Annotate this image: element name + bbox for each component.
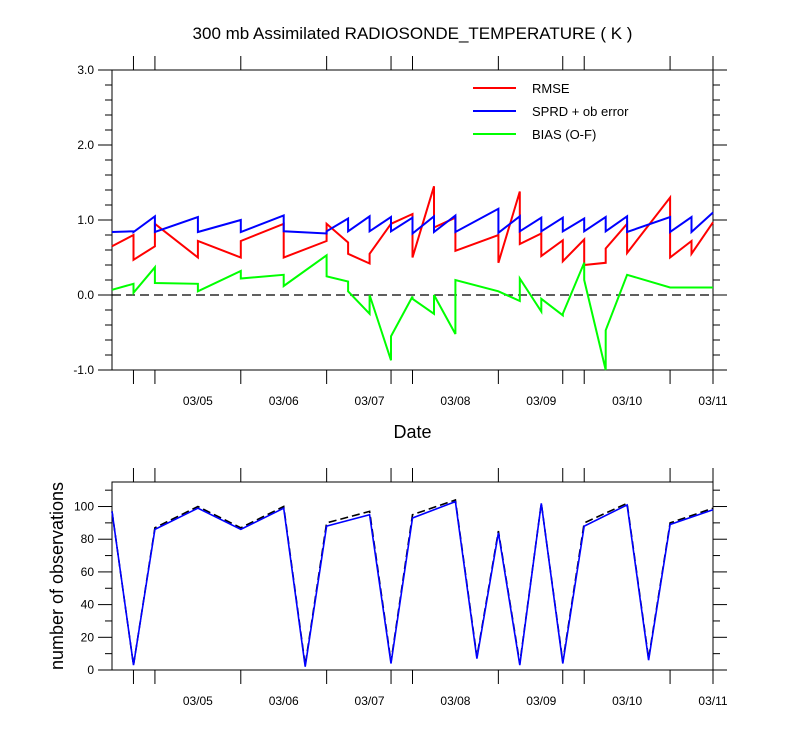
y-tick-label: 80: [81, 532, 95, 546]
x-tick-label: 03/07: [355, 694, 385, 708]
x-tick-label: 03/08: [440, 694, 470, 708]
x-tick-label: 03/10: [612, 394, 642, 408]
x-tick-label: 03/07: [355, 394, 385, 408]
y-tick-label: 0.0: [77, 288, 94, 302]
y-tick-label: 40: [81, 598, 95, 612]
series-line-bias-o-f: [111, 253, 713, 371]
x-tick-label: 03/05: [183, 694, 213, 708]
chart-title: 300 mb Assimilated RADIOSONDE_TEMPERATUR…: [193, 24, 633, 43]
series-line-observations-possible: [111, 498, 714, 666]
y-tick-label: 1.0: [77, 213, 94, 227]
x-axis-label: Date: [393, 422, 431, 442]
x-tick-label: 03/11: [698, 694, 727, 708]
y-tick-label: -1.0: [73, 363, 94, 377]
y-tick-label: 0: [87, 663, 94, 677]
y-tick-label: 3.0: [77, 63, 94, 77]
x-tick-label: 03/09: [526, 694, 556, 708]
series-line-observations-assimilated: [111, 500, 714, 667]
x-tick-label: 03/09: [526, 394, 556, 408]
x-tick-label: 03/06: [269, 394, 299, 408]
legend-label: BIAS (O-F): [532, 127, 596, 142]
y-tick-label: 100: [74, 500, 94, 514]
x-tick-label: 03/08: [440, 394, 470, 408]
series-line-sprd-ob-error: [111, 207, 714, 236]
legend-label: SPRD + ob error: [532, 104, 629, 119]
panel-2: 0 20 40 60 80 100 03/05 03/06 03/07 03/08 03/09 03/…: [47, 468, 728, 708]
y-tick-label: 20: [81, 630, 95, 644]
x-tick-label: 03/06: [269, 694, 299, 708]
y-tick-label: 60: [81, 565, 95, 579]
y-axis-label: number of observations: [47, 482, 67, 670]
x-tick-label: 03/05: [183, 394, 213, 408]
x-tick-label: 03/11: [698, 394, 727, 408]
x-tick-label: 03/10: [612, 694, 642, 708]
panel-1: 300 mb Assimilated RADIOSONDE_TEMPERATUR…: [73, 24, 728, 442]
y-tick-label: 2.0: [77, 138, 94, 152]
legend-label: RMSE: [532, 81, 570, 96]
